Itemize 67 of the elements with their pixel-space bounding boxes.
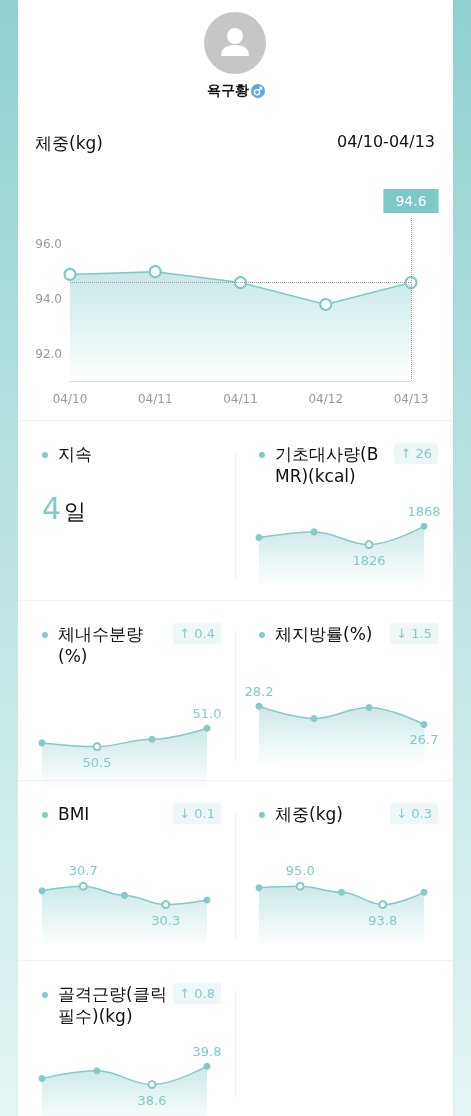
text: ↑ 26	[394, 443, 438, 464]
point	[319, 297, 333, 311]
data-label: 30.7	[68, 862, 98, 878]
point	[378, 900, 388, 910]
point	[203, 724, 211, 732]
point	[38, 1074, 46, 1082]
point	[148, 265, 162, 279]
chart-title: 체중(kg)	[35, 132, 103, 155]
point	[404, 276, 418, 290]
data-label: 38.6	[137, 1093, 167, 1109]
data-label: 50.5	[82, 755, 112, 771]
chart-title: 체중(kg)	[275, 803, 344, 825]
annotation: ↑ 0.8	[173, 983, 221, 1004]
x-tick-label: 04/12	[308, 392, 344, 406]
point	[148, 735, 156, 743]
point	[121, 891, 128, 899]
point	[255, 884, 263, 892]
chart-title: 골격근량(클릭필수)(kg)	[58, 983, 168, 1027]
y-tick-label: 92.0	[35, 346, 62, 361]
annotation: ↓ 0.3	[390, 803, 438, 824]
data-label: 51.0	[192, 705, 222, 721]
point	[234, 276, 247, 290]
x-tick-label: 04/10	[52, 392, 88, 406]
chart-subtitle: 04/10-04/13	[337, 132, 435, 151]
text: 4	[42, 491, 62, 526]
point	[420, 721, 428, 729]
chart-title: 체지방률(%)	[275, 623, 374, 645]
chart-title: 기초대사량(BMR)(kcal)	[275, 443, 380, 487]
text: 일	[64, 498, 87, 526]
data-label: 1868	[407, 503, 441, 519]
point	[255, 702, 263, 710]
data-label: 39.8	[192, 1043, 222, 1059]
point	[161, 900, 171, 910]
text: 욕구황	[206, 82, 249, 100]
y-tick-label: 94.0	[35, 292, 62, 306]
point	[78, 881, 88, 891]
data-label: 1826	[352, 553, 386, 569]
x-tick-label: 04/13	[393, 392, 429, 406]
point	[364, 540, 374, 550]
point	[295, 881, 305, 891]
data-label: 28.2	[244, 683, 274, 699]
y-tick-label: 96.0	[35, 237, 62, 252]
point	[63, 267, 77, 281]
annotation: ↓ 1.5	[390, 623, 438, 644]
chart-title: 체내수분량(%)	[58, 623, 144, 667]
ref-line-label: 94.6	[395, 193, 427, 209]
point	[420, 522, 428, 530]
point	[92, 742, 102, 752]
chart-title: BMI	[58, 803, 91, 825]
text: ↑ 0.4	[173, 623, 221, 644]
point	[310, 714, 318, 722]
point	[93, 1067, 101, 1075]
text: 지속	[58, 443, 93, 465]
annotation: ↓ 0.1	[173, 803, 221, 824]
x-tick-label: 04/11	[137, 392, 173, 406]
point	[38, 887, 46, 895]
point	[255, 534, 263, 542]
data-label: 93.8	[368, 913, 398, 929]
point	[203, 1062, 211, 1070]
point	[420, 888, 428, 896]
data-label: 30.3	[151, 913, 181, 929]
point	[365, 703, 373, 711]
point	[147, 1080, 157, 1090]
x-tick-label: 04/11	[223, 392, 258, 406]
data-label: 26.7	[409, 732, 439, 748]
point	[338, 888, 345, 896]
data-label: 95.0	[285, 862, 315, 878]
